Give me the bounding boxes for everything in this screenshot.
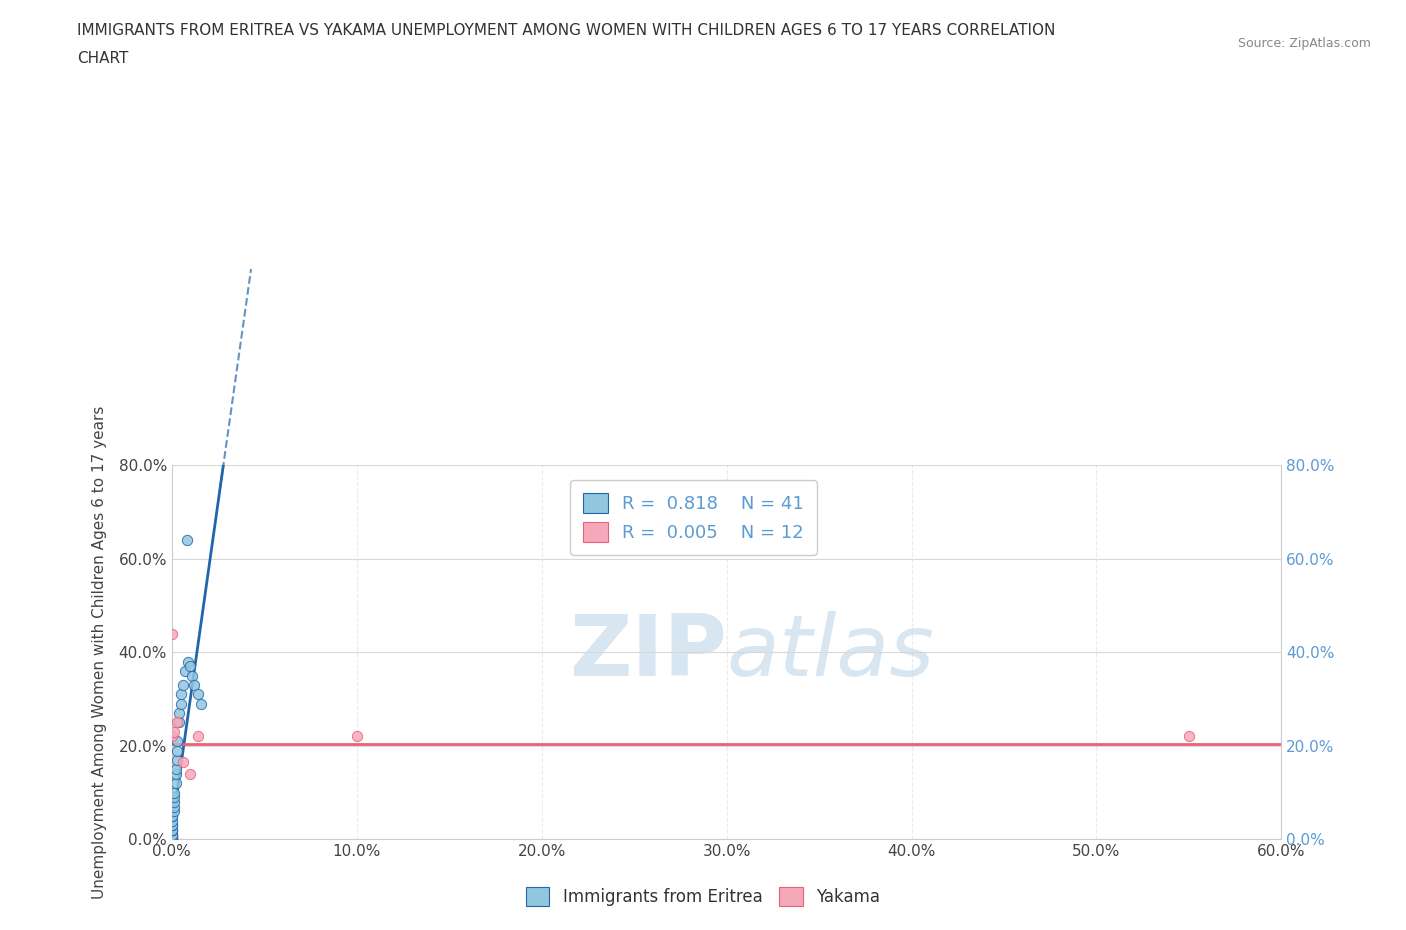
Point: [181, 669, 204, 684]
Point: [166, 734, 188, 749]
Y-axis label: Unemployment Among Women with Children Ages 6 to 17 years: Unemployment Among Women with Children A…: [93, 405, 107, 899]
Point: [160, 817, 183, 832]
Point: [160, 626, 183, 641]
Point: [170, 687, 193, 702]
Point: [187, 729, 209, 744]
Point: [179, 659, 201, 674]
Point: [160, 808, 183, 823]
Point: [170, 697, 193, 711]
Point: [166, 743, 188, 758]
Point: [160, 827, 183, 842]
Point: [176, 533, 198, 548]
Point: [187, 687, 209, 702]
Point: [163, 785, 186, 800]
Point: [172, 678, 194, 693]
Point: [163, 724, 186, 739]
Point: [163, 790, 186, 804]
Point: [172, 755, 194, 770]
Point: [1178, 729, 1201, 744]
Point: [167, 715, 190, 730]
Point: [160, 830, 183, 844]
Text: atlas: atlas: [727, 611, 935, 694]
Point: [160, 832, 183, 847]
Point: [166, 752, 188, 767]
Point: [160, 813, 183, 828]
Point: [177, 655, 200, 670]
Point: [160, 830, 183, 844]
Point: [165, 776, 187, 790]
Point: [160, 822, 183, 837]
Point: [160, 817, 183, 832]
Legend: Immigrants from Eritrea, Yakama: Immigrants from Eritrea, Yakama: [517, 878, 889, 914]
Point: [183, 678, 205, 693]
Text: CHART: CHART: [77, 51, 129, 66]
Point: [346, 729, 368, 744]
Point: [160, 729, 183, 744]
Point: [160, 822, 183, 837]
Legend: R =  0.818    N = 41, R =  0.005    N = 12: R = 0.818 N = 41, R = 0.005 N = 12: [569, 480, 817, 555]
Point: [160, 827, 183, 842]
Point: [166, 715, 188, 730]
Text: Source: ZipAtlas.com: Source: ZipAtlas.com: [1237, 37, 1371, 50]
Point: [167, 706, 190, 721]
Point: [163, 799, 186, 814]
Point: [160, 808, 183, 823]
Point: [160, 832, 183, 847]
Point: [190, 697, 212, 711]
Text: ZIP: ZIP: [569, 611, 727, 694]
Point: [163, 804, 186, 818]
Point: [165, 762, 187, 777]
Point: [179, 766, 201, 781]
Text: IMMIGRANTS FROM ERITREA VS YAKAMA UNEMPLOYMENT AMONG WOMEN WITH CHILDREN AGES 6 : IMMIGRANTS FROM ERITREA VS YAKAMA UNEMPL…: [77, 23, 1056, 38]
Point: [165, 766, 187, 781]
Point: [173, 664, 195, 679]
Point: [160, 827, 183, 842]
Point: [160, 830, 183, 844]
Point: [160, 832, 183, 847]
Point: [163, 794, 186, 809]
Point: [160, 822, 183, 837]
